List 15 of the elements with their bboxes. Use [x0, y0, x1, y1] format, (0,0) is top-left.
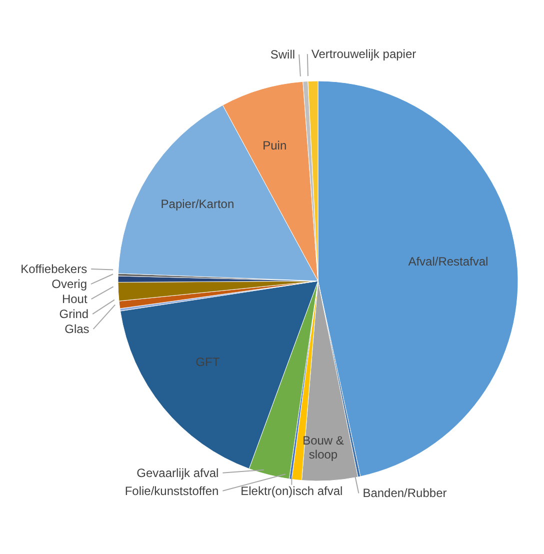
slice-label: Grind: [59, 307, 89, 322]
slice-label: Papier/Karton: [160, 197, 234, 212]
slice-label: Vertrouwelijk papier: [311, 47, 416, 62]
slice-label: Glas: [64, 322, 90, 336]
slice-label: Swill: [270, 47, 296, 62]
slice-label: Overig: [52, 277, 88, 292]
slice-label: Koffiebekers: [20, 262, 88, 276]
slice-label: Afval/Restafval: [408, 254, 488, 268]
slice-label: Folie/kunststoffen: [124, 484, 219, 498]
slice-label: Puin: [262, 138, 287, 153]
slice-label: Elektr(on)isch afval: [240, 484, 343, 498]
slice-label: GFT: [196, 355, 220, 370]
slice-label: Hout: [62, 292, 88, 306]
slice-label: Banden/Rubber: [362, 486, 447, 500]
slice-label: Gevaarlijk afval: [136, 466, 219, 480]
